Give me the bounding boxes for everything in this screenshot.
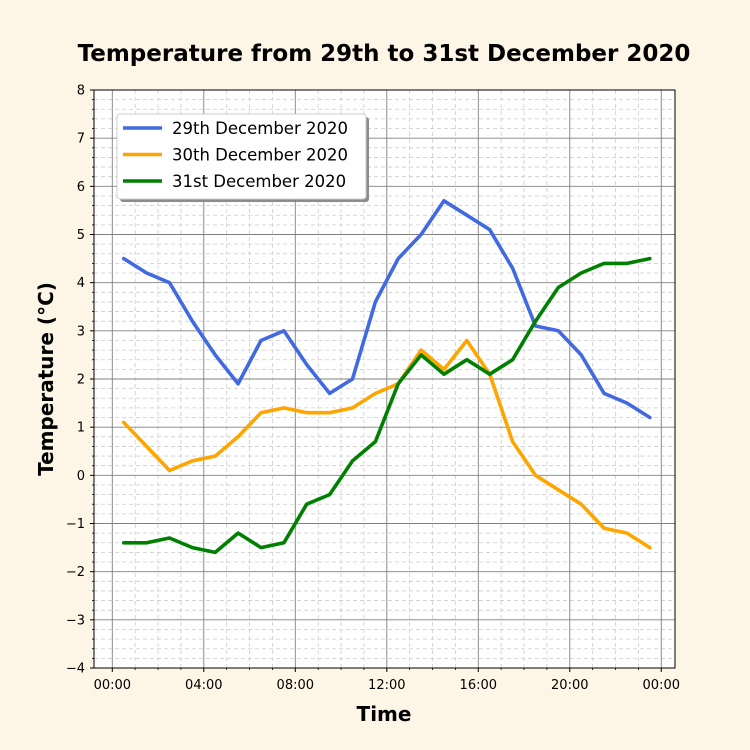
y-tick-label: 6: [77, 180, 85, 195]
x-axis-label: Time: [357, 702, 412, 726]
y-tick-label: 3: [77, 324, 85, 339]
x-tick-label: 20:00: [551, 678, 588, 693]
y-tick-label: −4: [66, 662, 85, 677]
x-tick-label: 08:00: [277, 678, 314, 693]
series-line-3: [121, 256, 652, 555]
legend-label-2: 30th December 2020: [172, 146, 348, 165]
series-line-1: [121, 199, 652, 420]
y-tick-label: −2: [66, 565, 85, 580]
y-tick-label: 5: [77, 228, 85, 243]
grid: [94, 89, 675, 669]
legend-label-3: 31st December 2020: [172, 172, 346, 191]
y-tick-label: 1: [77, 421, 85, 436]
x-tick-label: 12:00: [368, 678, 405, 693]
y-tick-label: 4: [77, 276, 85, 291]
y-tick-label: 0: [77, 469, 85, 484]
legend-box: [116, 113, 367, 200]
x-tick-label: 00:00: [643, 678, 680, 693]
chart-title: Temperature from 29th to 31st December 2…: [78, 41, 691, 67]
y-tick-label: 7: [77, 132, 85, 147]
x-tick-label: 04:00: [185, 678, 222, 693]
y-axis-label: Temperature (°C): [34, 282, 58, 476]
axis-ticks: −4 −3 −2 −1 0 1 2 3 4 5 6 7 8 00:00 04:00 08:00 12:00 16:…: [66, 84, 680, 694]
y-tick-label: −3: [66, 613, 85, 628]
x-tick-label: 00:00: [94, 678, 131, 693]
legend-label-1: 29th December 2020: [172, 119, 348, 138]
series-line-2: [121, 338, 652, 550]
series-lines: [121, 199, 652, 555]
y-tick-label: 8: [77, 84, 85, 99]
x-tick-label: 16:00: [460, 678, 497, 693]
y-tick-label: 2: [77, 373, 85, 388]
y-tick-label: −1: [66, 517, 85, 532]
legend: 29th December 2020 30th December 2020 31st…: [116, 113, 369, 202]
